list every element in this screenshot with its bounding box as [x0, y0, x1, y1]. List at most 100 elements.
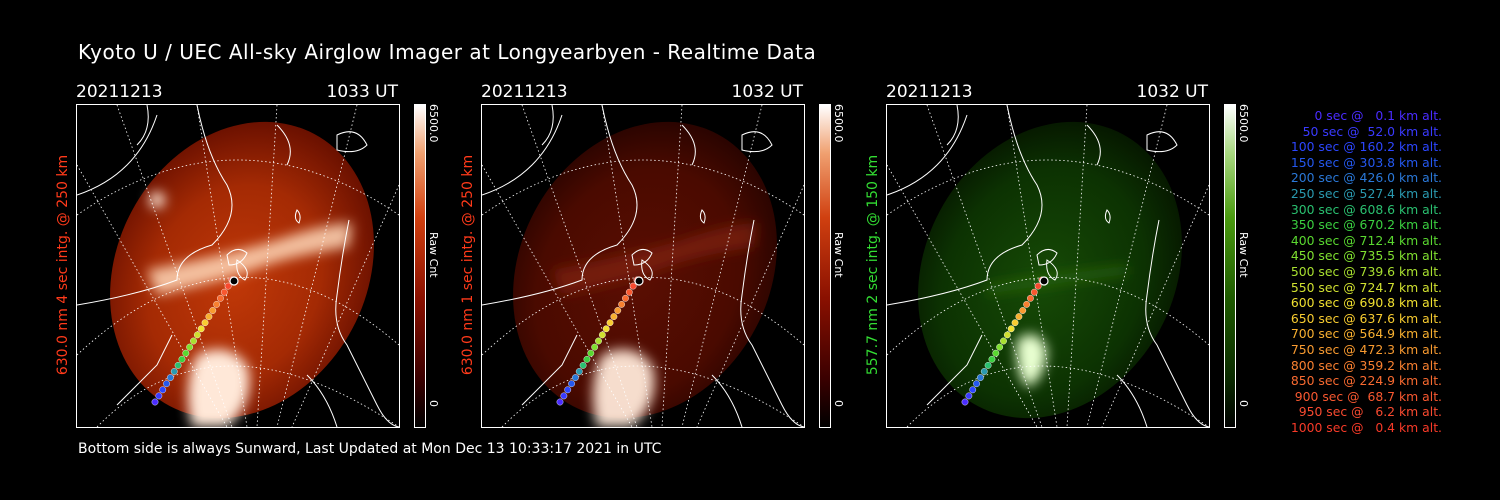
trajectory-point: [598, 331, 606, 339]
panel-date: 20211213: [886, 82, 973, 102]
legend-entry: 700 sec @ 564.9 km alt.: [1290, 326, 1442, 342]
panel-time: 1033 UT: [326, 82, 399, 102]
colorbar-min-label: 0: [1237, 400, 1250, 407]
colorbar-min-label: 0: [427, 400, 440, 407]
legend-entry: 450 sec @ 735.5 km alt.: [1290, 248, 1442, 264]
trajectory-point: [1030, 288, 1038, 296]
trajectory-point: [167, 374, 174, 381]
trajectory-point: [961, 398, 969, 406]
trajectory-point: [159, 386, 167, 394]
panel-date: 20211213: [481, 82, 568, 102]
panel-time: 1032 UT: [731, 82, 804, 102]
trajectory-point: [220, 288, 228, 296]
legend-entry: 150 sec @ 303.8 km alt.: [1290, 154, 1442, 170]
trajectory-point: [209, 307, 217, 314]
legend-entry: 900 sec @ 68.7 km alt.: [1294, 388, 1442, 404]
colorbar: [414, 104, 426, 428]
colorbar-unit-label: Raw Cnt: [427, 232, 440, 278]
colorbar-min-label: 0: [832, 400, 845, 407]
trajectory-point: [583, 355, 591, 363]
trajectory-point: [622, 294, 629, 302]
legend-entry: 550 sec @ 724.7 km alt.: [1290, 279, 1442, 295]
allsky-map: [482, 105, 804, 427]
coastlines: [482, 105, 804, 427]
trajectory-point: [977, 374, 984, 381]
airglow-panel-630-4s: 20211213 1033 UT 630.0 nm 4 sec intg. @ …: [55, 82, 446, 432]
trajectory-point: [1007, 325, 1015, 333]
colorbar-max-label: 6500.0: [1237, 104, 1250, 143]
trajectory-point: [190, 337, 197, 345]
legend-entry: 650 sec @ 637.6 km alt.: [1290, 310, 1442, 326]
trajectory-point: [151, 398, 159, 406]
field-of-view: [918, 121, 1182, 419]
trajectory-point: [614, 307, 622, 314]
trajectory-point: [980, 368, 988, 375]
trajectory-point: [213, 300, 221, 308]
trajectory-point: [568, 380, 575, 388]
legend-entry: 200 sec @ 426.0 km alt.: [1290, 170, 1442, 186]
trajectory-point: [1003, 331, 1011, 339]
allsky-image-frame: [886, 104, 1210, 428]
coastlines: [887, 105, 1209, 427]
trajectory-point: [163, 380, 170, 388]
legend-entry: 300 sec @ 608.6 km alt.: [1290, 201, 1442, 217]
trajectory-point: [579, 361, 587, 369]
trajectory-point: [1023, 300, 1031, 308]
trajectory-point: [197, 325, 205, 333]
colorbar-max-label: 6500.0: [427, 104, 440, 143]
legend-entry: 50 sec @ 52.0 km alt.: [1302, 123, 1442, 139]
trajectory-point: [969, 386, 977, 394]
panel-wavelength-label: 630.0 nm 1 sec intg. @ 250 km: [460, 154, 476, 376]
trajectory-point: [182, 349, 190, 357]
legend-entry: 800 sec @ 359.2 km alt.: [1290, 357, 1442, 373]
trajectory-point: [625, 288, 633, 296]
graticule: [887, 105, 1209, 427]
allsky-image-frame: [76, 104, 400, 428]
airglow-panel-630-1s: 20211213 1032 UT 630.0 nm 1 sec intg. @ …: [460, 82, 851, 432]
trajectory-point: [205, 313, 213, 321]
colorbar: [819, 104, 831, 428]
panel-time: 1032 UT: [1136, 82, 1209, 102]
colorbar-unit-label: Raw Cnt: [1237, 232, 1250, 278]
trajectory-point: [973, 380, 980, 388]
legend-entry: 750 sec @ 472.3 km alt.: [1290, 341, 1442, 357]
legend-entry: 350 sec @ 670.2 km alt.: [1290, 217, 1442, 233]
colorbar-unit-label: Raw Cnt: [832, 232, 845, 278]
colorbar: [1224, 104, 1236, 428]
trajectory-point: [965, 392, 973, 400]
observation-site-marker: [634, 276, 644, 286]
trajectory-point: [201, 319, 209, 327]
trajectory-point: [591, 343, 599, 351]
trajectory-point: [186, 343, 194, 351]
allsky-map: [887, 105, 1209, 427]
trajectory-point: [629, 282, 637, 290]
legend-entry: 400 sec @ 712.4 km alt.: [1290, 232, 1442, 248]
trajectory-point: [178, 355, 186, 363]
legend-entry: 250 sec @ 527.4 km alt.: [1290, 185, 1442, 201]
trajectory-point: [1000, 337, 1007, 345]
legend-entry: 100 sec @ 160.2 km alt.: [1290, 139, 1442, 155]
trajectory-point: [564, 386, 572, 394]
trajectory-point: [572, 374, 579, 381]
allsky-image-frame: [481, 104, 805, 428]
trajectory-point: [556, 398, 564, 406]
trajectory-point: [992, 349, 1000, 357]
trajectory-point: [560, 392, 568, 400]
footer-note: Bottom side is always Sunward, Last Upda…: [78, 441, 662, 457]
trajectory-legend: 0 sec @ 0.1 km alt. 50 sec @ 52.0 km alt.…: [1291, 108, 1442, 435]
trajectory-point: [155, 392, 163, 400]
trajectory-point: [602, 325, 610, 333]
panel-wavelength-label: 557.7 nm 2 sec intg. @ 150 km: [865, 154, 881, 376]
trajectory-point: [1034, 282, 1042, 290]
trajectory-point: [575, 368, 583, 375]
trajectory-point: [587, 349, 595, 357]
legend-entry: 500 sec @ 739.6 km alt.: [1290, 263, 1442, 279]
legend-entry: 850 sec @ 224.9 km alt.: [1290, 373, 1442, 389]
trajectory-point: [1015, 313, 1023, 321]
observation-site-marker: [1039, 276, 1049, 286]
airglow-panel-557-2s: 20211213 1032 UT 557.7 nm 2 sec intg. @ …: [865, 82, 1256, 432]
trajectory-point: [996, 343, 1004, 351]
graticule: [482, 105, 804, 427]
trajectory-point: [193, 331, 201, 339]
trajectory-point: [1027, 294, 1034, 302]
